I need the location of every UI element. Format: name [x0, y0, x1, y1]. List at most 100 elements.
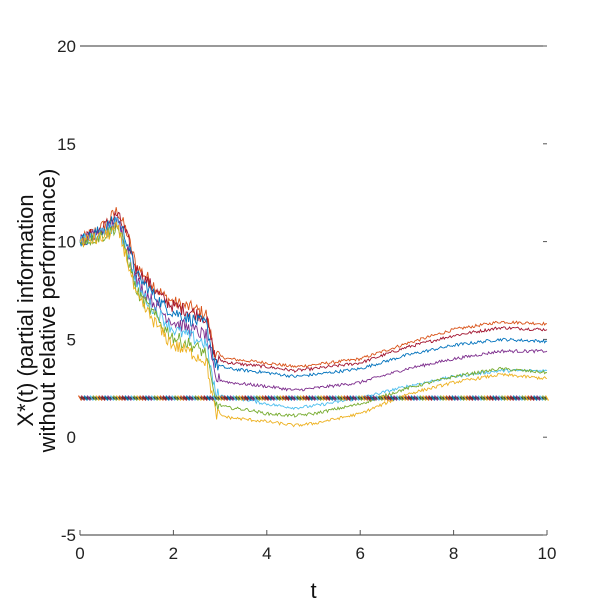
reference-marker [221, 395, 226, 401]
reference-marker [203, 395, 208, 401]
reference-marker [387, 395, 392, 401]
reference-marker [165, 395, 170, 401]
reference-marker [150, 395, 155, 401]
reference-marker [361, 395, 366, 401]
series-line-3 [79, 216, 548, 379]
reference-marker [261, 395, 266, 401]
reference-marker [267, 395, 272, 401]
reference-marker [98, 395, 103, 401]
reference-marker [232, 395, 237, 401]
reference-marker [183, 395, 188, 401]
y-ticks: -5 0 5 10 15 20 [57, 37, 547, 545]
reference-marker [302, 395, 307, 401]
reference-marker [480, 395, 485, 401]
reference-marker [527, 395, 532, 401]
reference-marker [250, 395, 255, 401]
reference-marker [369, 395, 374, 401]
reference-marker [434, 395, 439, 401]
reference-marker [483, 395, 488, 401]
reference-marker [92, 395, 97, 401]
reference-marker [495, 395, 500, 401]
reference-marker [270, 395, 275, 401]
reference-marker [542, 395, 547, 401]
reference-marker [469, 395, 474, 401]
reference-marker [226, 395, 231, 401]
reference-marker [384, 395, 389, 401]
reference-marker [372, 395, 377, 401]
reference-marker [188, 395, 193, 401]
reference-marker [536, 395, 541, 401]
reference-marker [477, 395, 482, 401]
reference-marker [460, 395, 465, 401]
reference-marker [285, 395, 290, 401]
x-axis-label: t [310, 578, 316, 603]
reference-marker [489, 395, 494, 401]
x-tick-label: 6 [355, 544, 364, 563]
reference-marker [544, 395, 550, 401]
reference-marker [314, 395, 319, 401]
reference-marker [337, 395, 342, 401]
reference-marker [136, 395, 141, 401]
reference-marker [515, 395, 520, 401]
reference-marker [320, 395, 325, 401]
reference-marker [288, 395, 293, 401]
reference-marker [293, 395, 299, 401]
reference-marker [118, 395, 123, 401]
reference-marker [466, 395, 471, 401]
reference-marker [256, 395, 261, 401]
reference-marker [407, 395, 412, 401]
reference-marker [218, 395, 223, 401]
reference-marker [223, 395, 228, 401]
reference-marker [311, 395, 316, 401]
reference-marker [364, 395, 369, 401]
reference-marker [524, 395, 529, 401]
series-lines [79, 207, 548, 428]
reference-marker [498, 395, 503, 401]
reference-marker [486, 395, 491, 401]
reference-marker [89, 395, 94, 401]
reference-marker [148, 395, 153, 401]
x-tick-label: 8 [449, 544, 458, 563]
reference-marker [153, 395, 158, 401]
reference-marker [323, 395, 328, 401]
reference-marker [425, 395, 430, 401]
x-ticks: 0 2 4 6 8 10 [75, 530, 556, 563]
reference-marker [442, 395, 447, 401]
reference-marker [439, 395, 444, 401]
x-tick-label: 0 [75, 544, 84, 563]
reference-marker [185, 395, 191, 401]
y-axis-label-line-2: without relative performance) [35, 169, 60, 454]
reference-marker [110, 395, 115, 401]
reference-marker [328, 395, 334, 401]
reference-marker [404, 395, 409, 401]
reference-marker [258, 395, 263, 401]
reference-marker [501, 395, 506, 401]
axes [80, 45, 547, 536]
reference-marker [159, 395, 164, 401]
reference-marker [352, 395, 357, 401]
reference-marker [177, 395, 182, 401]
reference-marker [474, 395, 479, 401]
reference-marker [431, 395, 436, 401]
reference-marker [139, 395, 144, 401]
reference-marker [416, 395, 421, 401]
reference-marker [419, 395, 424, 401]
reference-marker [279, 395, 284, 401]
reference-marker [343, 395, 348, 401]
y-tick-label: 0 [67, 428, 76, 447]
series-line-4 [79, 216, 548, 392]
reference-marker [393, 395, 398, 401]
reference-marker [197, 395, 202, 401]
reference-marker [436, 395, 442, 401]
reference-marker [200, 395, 205, 401]
reference-marker [530, 395, 535, 401]
reference-marker [448, 395, 453, 401]
reference-marker [331, 395, 336, 401]
reference-marker [241, 395, 246, 401]
reference-marker [410, 395, 415, 401]
reference-marker [127, 395, 132, 401]
x-tick-label: 10 [538, 544, 557, 563]
reference-marker [533, 395, 538, 401]
reference-marker [276, 395, 281, 401]
